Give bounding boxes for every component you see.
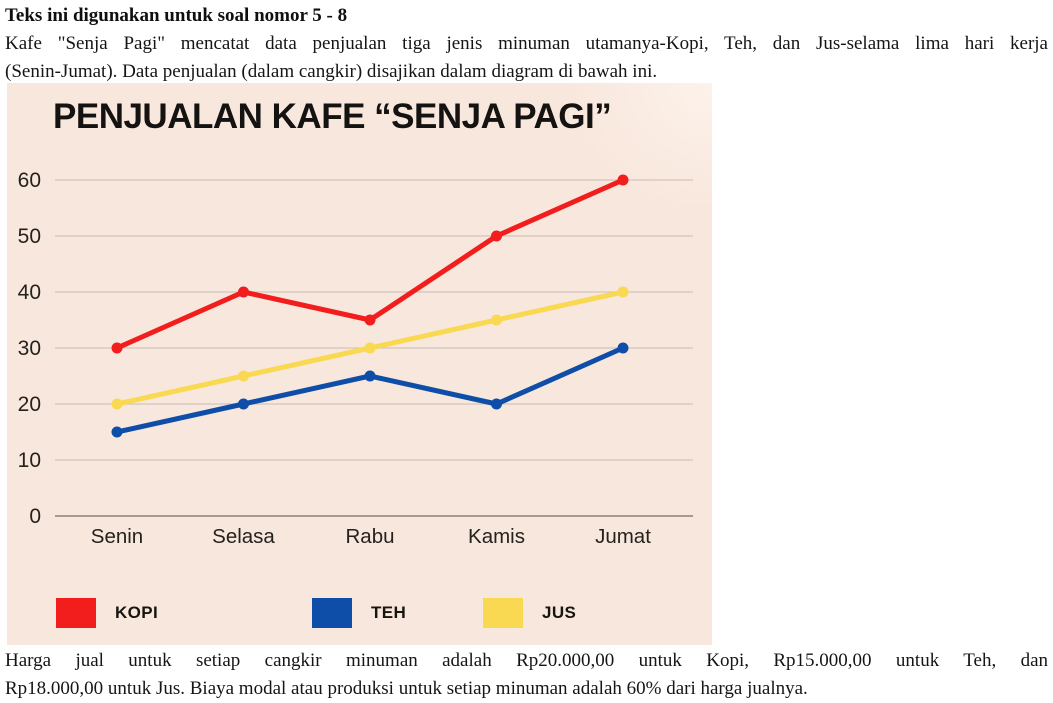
question-range-heading: Teks ini digunakan untuk soal nomor 5 - …	[5, 5, 348, 26]
x-tick-label: Senin	[91, 525, 143, 548]
pricing-paragraph: Harga jual untuk setiap cangkir minuman …	[5, 647, 1048, 703]
intro-line-2: (Senin-Jumat). Data penjualan (dalam can…	[5, 60, 658, 82]
data-point-teh	[238, 398, 249, 410]
series-line-teh	[114, 345, 626, 435]
chart-title: PENJUALAN KAFE “SENJA PAGI”	[53, 97, 612, 136]
chart-panel: PENJUALAN KAFE “SENJA PAGI” 0 10 20 30 40 50 6…	[7, 83, 712, 645]
data-point-jus	[491, 314, 502, 326]
pricing-line-1: Harga jual untuk setiap cangkir minuman …	[5, 650, 1048, 671]
data-point-kopi	[364, 314, 376, 326]
x-tick-label: Jumat	[595, 525, 651, 548]
legend-label-teh: TEH	[371, 603, 407, 622]
data-point-jus	[364, 342, 376, 354]
data-point-teh	[491, 398, 502, 410]
intro-paragraph: Kafe "Senja Pagi" mencatat data penjuala…	[5, 30, 1048, 85]
jus-swatch-icon	[483, 598, 523, 628]
kopi-swatch-icon	[56, 598, 96, 628]
y-tick-label: 40	[18, 281, 41, 304]
sales-line-chart: 0 10 20 30 40 50 60 Senin Selasa Rabu Kamis Jumat	[18, 169, 693, 548]
legend-item-kopi: KOPI	[56, 598, 158, 628]
data-point-jus	[238, 370, 249, 382]
legend-item-jus: JUS	[483, 598, 576, 628]
data-point-teh	[617, 342, 629, 354]
data-point-teh	[111, 426, 123, 438]
data-point-jus	[111, 398, 123, 410]
pricing-line-2: Rp18.000,00 untuk Jus. Biaya modal atau …	[5, 678, 808, 699]
y-tick-label: 10	[18, 449, 41, 472]
teh-swatch-icon	[312, 598, 352, 628]
y-tick-label: 60	[18, 169, 41, 192]
chart-legend: KOPI TEH JUS	[7, 598, 712, 628]
data-point-kopi	[238, 286, 249, 298]
legend-label-kopi: KOPI	[115, 603, 159, 622]
legend-label-jus: JUS	[542, 603, 577, 622]
data-point-kopi	[491, 230, 502, 242]
y-tick-label: 50	[18, 225, 41, 248]
data-point-kopi	[617, 174, 629, 186]
y-tick-label: 20	[18, 393, 41, 416]
data-point-jus	[617, 286, 629, 298]
legend-item-teh: TEH	[312, 598, 406, 628]
data-point-kopi	[111, 342, 123, 354]
data-point-teh	[364, 370, 376, 382]
x-tick-label: Rabu	[345, 525, 394, 548]
x-tick-label: Kamis	[468, 525, 525, 548]
x-tick-label: Selasa	[212, 525, 275, 548]
y-tick-label: 0	[29, 505, 41, 528]
intro-line-1: Kafe "Senja Pagi" mencatat data penjuala…	[5, 33, 1048, 54]
y-tick-label: 30	[18, 337, 41, 360]
